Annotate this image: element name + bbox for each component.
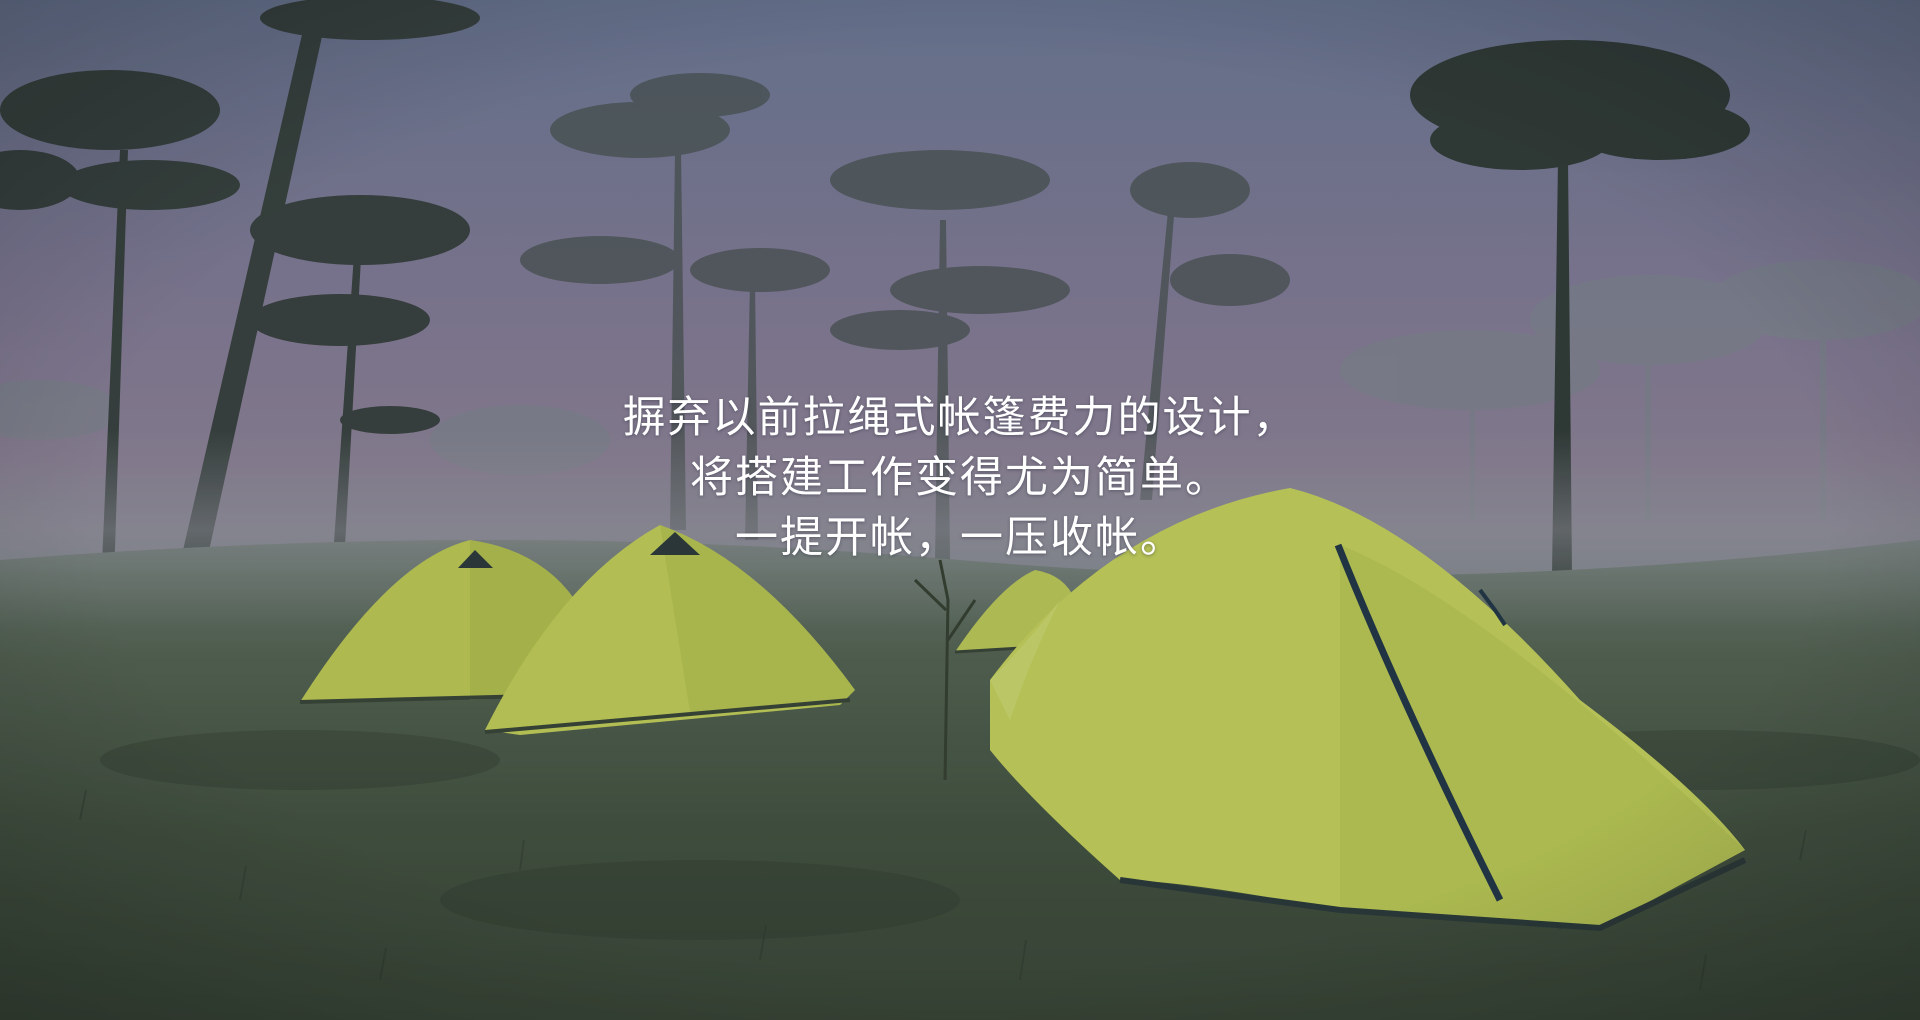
caption-line-2: 将搭建工作变得尤为简单。 bbox=[690, 453, 1230, 503]
caption-line-3: 一提开帐，一压收帐。 bbox=[735, 513, 1185, 563]
caption-line-1: 摒弃以前拉绳式帐篷费力的设计， bbox=[622, 393, 1298, 443]
tent-slogan-caption: 摒弃以前拉绳式帐篷费力的设计， 将搭建工作变得尤为简单。 一提开帐，一压收帐。 bbox=[0, 388, 1920, 568]
